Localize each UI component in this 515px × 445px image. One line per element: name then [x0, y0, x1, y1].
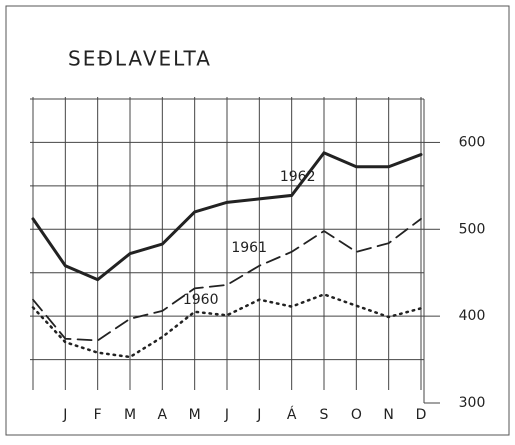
y-tick-label: 500 — [459, 221, 486, 237]
series-line — [31, 151, 423, 282]
y-tick-label: 300 — [459, 395, 486, 411]
x-tick-label: J — [224, 407, 229, 423]
chart-title: SEÐLAVELTA — [68, 47, 212, 71]
x-tick-label: S — [320, 407, 329, 423]
x-tick-label: O — [351, 407, 362, 423]
x-tick-label: F — [94, 407, 102, 423]
series-label: 1962 — [280, 169, 316, 185]
series-label: 1960 — [183, 292, 219, 308]
series-line — [31, 293, 423, 359]
x-tick-label: J — [256, 407, 261, 423]
x-tick-label: D — [416, 407, 427, 423]
y-tick-label: 400 — [459, 308, 486, 324]
x-tick-label: N — [383, 407, 393, 423]
y-tick-label: 600 — [459, 134, 486, 150]
x-tick-label: J — [62, 407, 67, 423]
series-line — [32, 217, 422, 342]
x-tick-label: Á — [287, 406, 297, 423]
series-label: 1961 — [231, 240, 267, 256]
frame — [5, 5, 510, 436]
x-tick-label: A — [158, 407, 168, 423]
x-tick-label: M — [124, 407, 136, 423]
x-tick-label: M — [189, 407, 201, 423]
